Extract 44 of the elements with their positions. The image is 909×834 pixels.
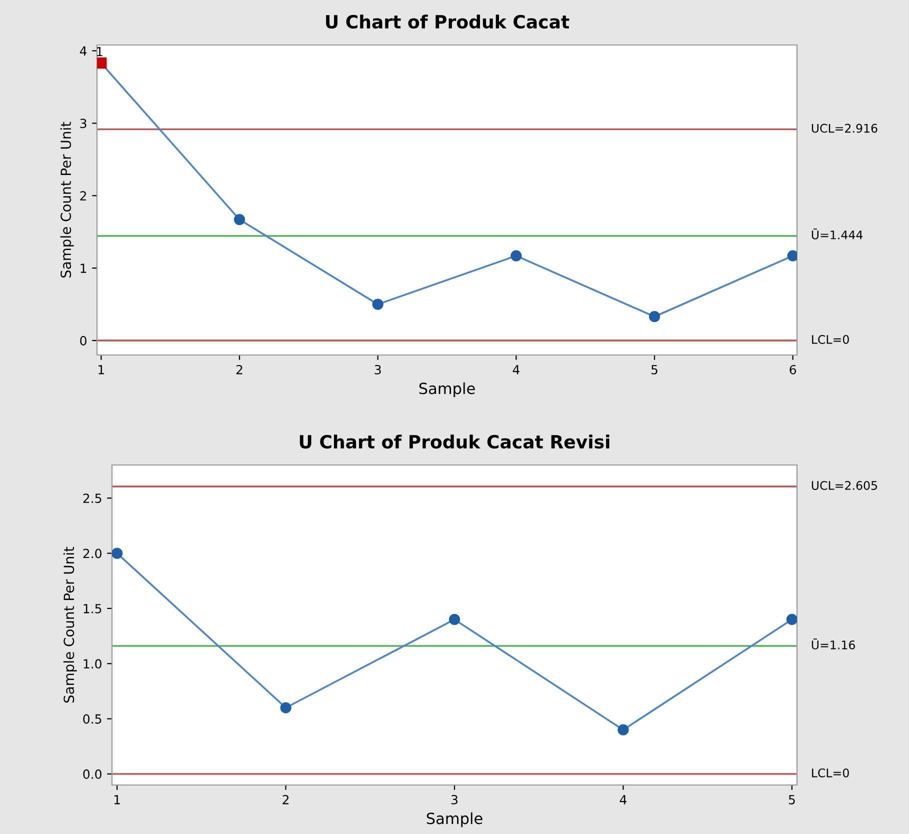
y-tick-label: 1.5 — [84, 604, 102, 614]
y-tick-label: 1 — [80, 264, 86, 273]
point — [112, 548, 123, 559]
ref-line-label: UCL=2.605 — [812, 481, 878, 490]
x-axis-title: Sample — [426, 812, 482, 828]
ref-line-label: Ū=1.444 — [812, 228, 863, 240]
x-tick-label: 2 — [282, 794, 289, 804]
point — [786, 614, 797, 626]
x-tick-label: 5 — [788, 795, 795, 804]
ref-line-label: LCL=0 — [812, 335, 849, 344]
point — [510, 250, 522, 262]
chart-title: U Chart of Produk Cacat Revisi — [300, 434, 610, 449]
ref-line-label: Ū=1.16 — [812, 638, 855, 650]
y-tick-label: 2.0 — [83, 548, 102, 558]
y-tick-label: 2.5 — [83, 494, 102, 504]
x-tick-label: 4 — [620, 795, 626, 804]
point — [97, 58, 107, 69]
x-tick-label: 3 — [451, 794, 458, 804]
y-axis-title: Sample Count Per Unit — [60, 122, 74, 278]
point — [234, 214, 246, 226]
x-tick-label: 3 — [374, 364, 381, 374]
x-axis-title: Sample — [419, 382, 475, 398]
x-tick-label: 1 — [114, 795, 120, 804]
x-tick-label: 6 — [790, 364, 796, 374]
x-tick-label: 5 — [652, 365, 658, 374]
y-tick-label: 4 — [80, 46, 87, 56]
point — [280, 702, 292, 714]
y-tick-label: 0.0 — [83, 769, 102, 779]
x-tick-label: 2 — [236, 364, 242, 374]
y-tick-label: 0 — [80, 336, 86, 346]
y-tick-label: 2 — [80, 191, 86, 200]
x-tick-label: 4 — [512, 365, 520, 374]
point — [618, 724, 629, 736]
ref-line-label: LCL=0 — [812, 768, 849, 778]
point — [448, 614, 460, 626]
ref-line-label: UCL=2.916 — [812, 124, 878, 133]
y-tick-label: 1.0 — [84, 659, 102, 669]
y-tick-label: 0.5 — [83, 714, 102, 724]
y-axis-title: Sample Count Per Unit — [63, 546, 77, 703]
point — [787, 250, 797, 262]
point — [648, 311, 660, 322]
point — [372, 298, 384, 310]
y-tick-label: 3 — [80, 118, 86, 128]
chart-title: U Chart of Produk Cacat — [326, 14, 570, 29]
